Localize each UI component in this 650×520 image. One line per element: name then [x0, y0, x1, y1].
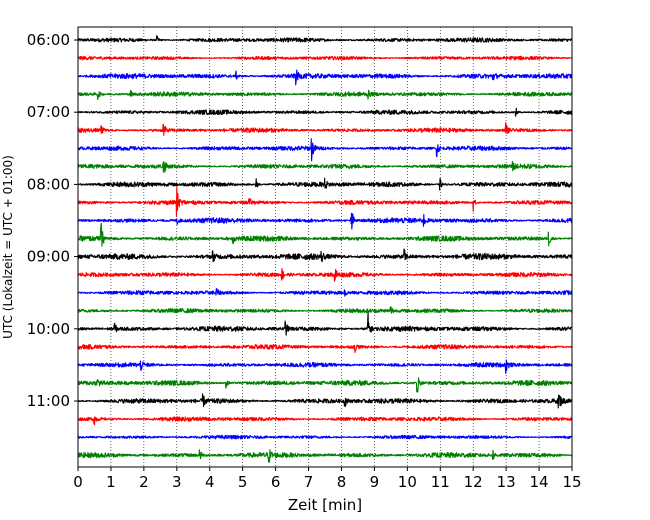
trace-row-0845: [77, 222, 573, 247]
x-tick-label: 13: [497, 473, 516, 491]
trace-row-0700: [77, 107, 573, 117]
trace-row-0945: [77, 306, 573, 314]
x-axis-label: Zeit [min]: [288, 496, 362, 514]
x-axis-ticks: 0 1 2 3 4 5 6 7 8 9 10 11 12 13 14 15: [73, 467, 582, 491]
x-tick-label: 15: [562, 473, 581, 491]
trace-row-1000: [77, 311, 573, 336]
x-tick-label: 6: [271, 473, 281, 491]
x-tick-label: 3: [172, 473, 182, 491]
x-tick-label: 4: [205, 473, 215, 491]
x-tick-label: 1: [106, 473, 116, 491]
trace-row-0745: [77, 160, 573, 173]
x-tick-label: 2: [139, 473, 149, 491]
trace-row-0900: [77, 248, 573, 263]
trace-row-0830: [77, 212, 573, 230]
trace-row-0915: [77, 267, 573, 282]
x-tick-label: 8: [337, 473, 347, 491]
trace-row-0645: [77, 89, 573, 101]
trace-row-1130: [77, 434, 573, 440]
x-tick-label: 11: [431, 473, 450, 491]
trace-row-1015: [77, 343, 573, 354]
y-tick-label: 10:00: [27, 320, 70, 338]
y-tick-label: 06:00: [27, 31, 70, 49]
trace-row-1145: [77, 449, 573, 463]
y-tick-label: 11:00: [27, 392, 70, 410]
x-tick-label: 12: [464, 473, 483, 491]
plot-frame: [77, 26, 573, 468]
trace-row-0600: [77, 35, 573, 43]
trace-row-1115: [77, 416, 573, 426]
y-tick-label: 08:00: [27, 175, 70, 193]
trace-row-0630: [77, 69, 573, 86]
trace-row-0930: [77, 288, 573, 297]
y-tick-label: 07:00: [27, 103, 70, 121]
trace-row-1100: [77, 393, 573, 409]
y-tick-label: 09:00: [27, 248, 70, 266]
x-tick-label: 14: [530, 473, 549, 491]
trace-row-0615: [77, 55, 573, 61]
trace-row-0800: [77, 177, 573, 191]
x-tick-label: 0: [73, 473, 83, 491]
x-tick-label: 10: [398, 473, 417, 491]
trace-row-1030: [77, 359, 573, 374]
trace-row-1045: [77, 377, 573, 393]
trace-row-0815: [77, 186, 573, 217]
y-axis-label: UTC (Lokalzeit = UTC + 01:00): [1, 155, 15, 339]
x-tick-label: 9: [370, 473, 380, 491]
y-axis-ticks: 06:00 07:00 08:00 09:00 10:00 11:00: [27, 31, 78, 410]
trace-row-0730: [77, 138, 573, 162]
trace-row-0715: [77, 122, 573, 136]
plot-background: [78, 27, 572, 467]
seismogram-traces: [77, 35, 573, 463]
x-tick-label: 5: [238, 473, 248, 491]
x-gridlines: [110, 27, 540, 467]
x-tick-label: 7: [304, 473, 314, 491]
